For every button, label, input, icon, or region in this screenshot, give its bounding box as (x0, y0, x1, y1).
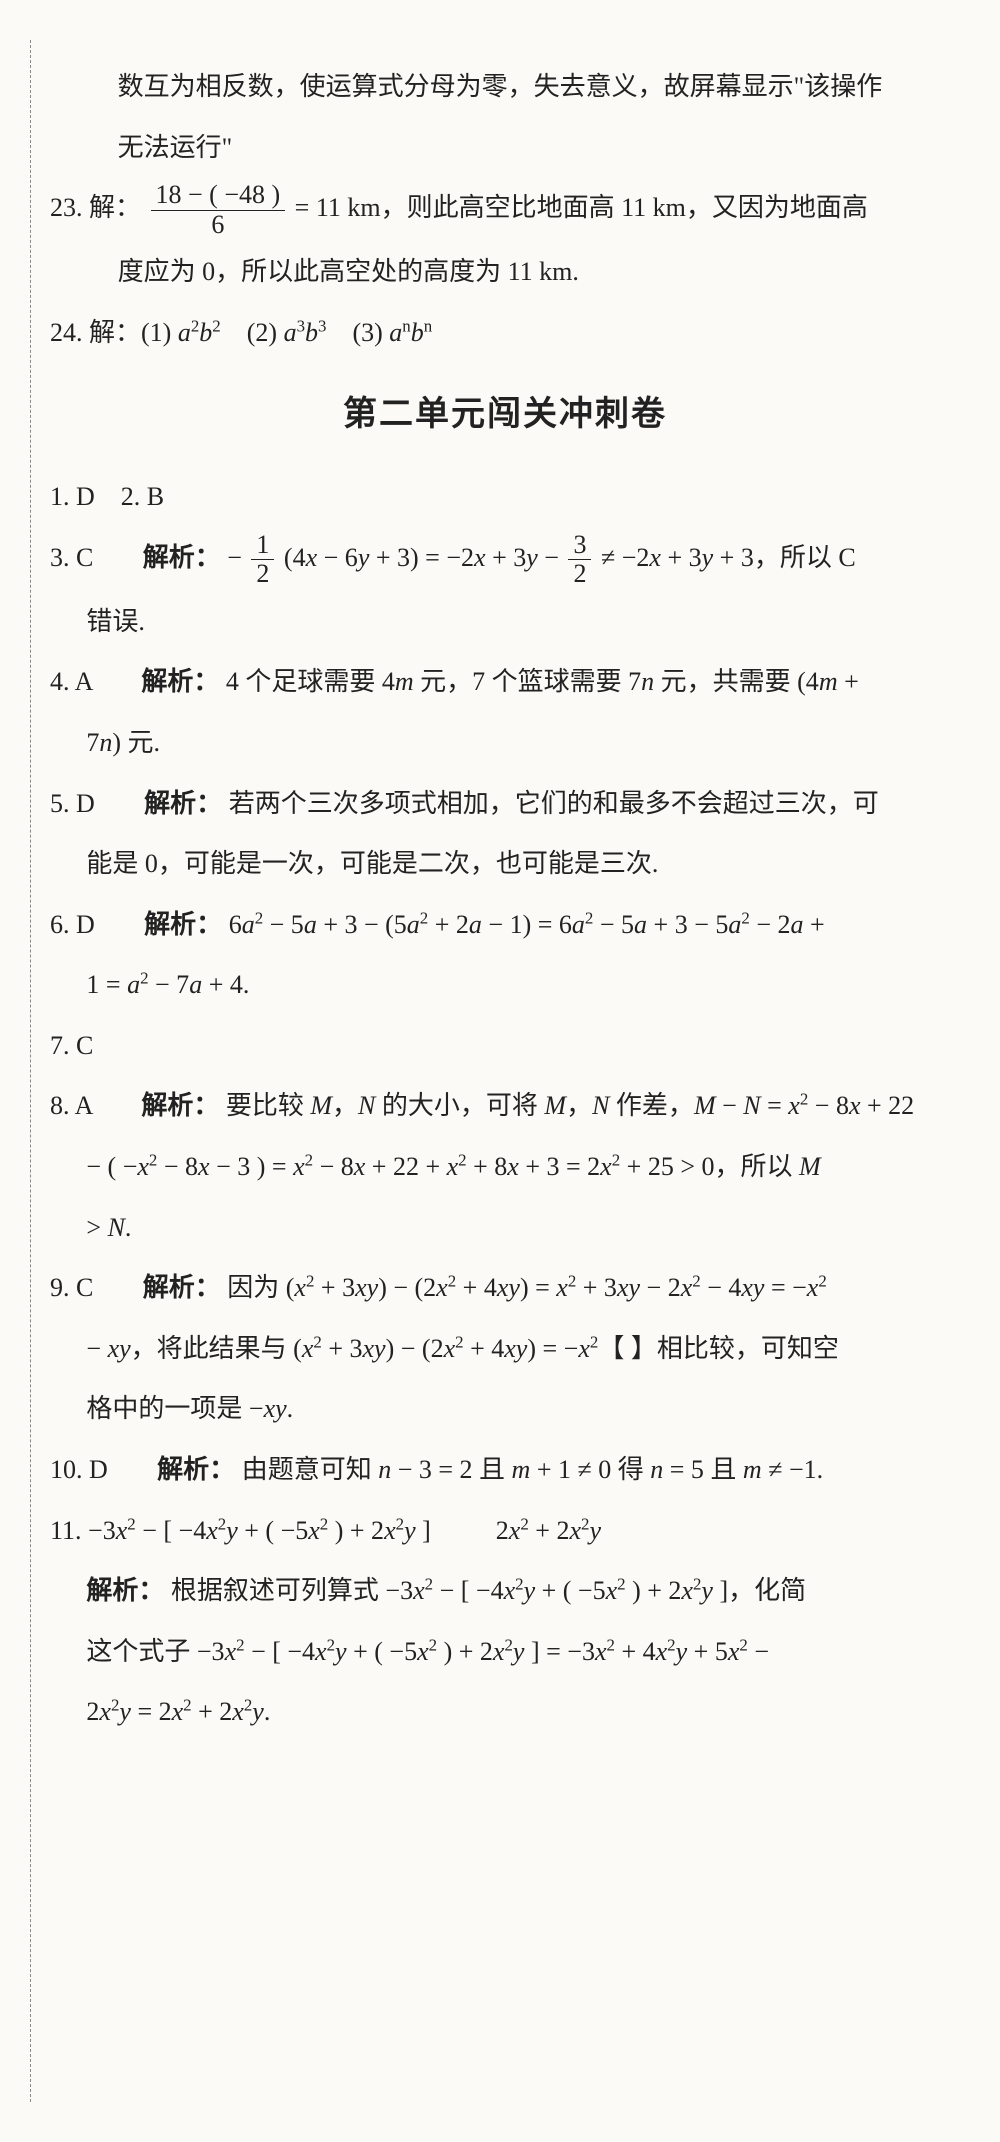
q10-num: 10. D (50, 1455, 108, 1484)
q8-line-2: − ( −x2 − 8x − 3 ) = x2 − 8x + 22 + x2 +… (50, 1140, 960, 1195)
q23-line-1: 23. 解： 18 − ( −48 ) 6 = 11 km，则此高空比地面高 1… (50, 181, 960, 239)
frac-bot: 2 (568, 560, 591, 589)
q5-line-1: 5. D 解析： 若两个三次多项式相加，它们的和最多不会超过三次，可 (50, 777, 960, 832)
q11-l1b: 2x2 + 2x2y (496, 1516, 601, 1545)
frac-top: 18 − ( −48 ) (151, 181, 286, 211)
q3-frac1: 1 2 (251, 531, 274, 589)
q5-l1: 若两个三次多项式相加，它们的和最多不会超过三次，可 (229, 789, 879, 818)
q8-jiexi-label: 解析： (141, 1091, 219, 1120)
frac-bot: 6 (151, 211, 286, 240)
q6-num: 6. D (50, 910, 95, 939)
q4-line-2: 7n) 元. (50, 716, 960, 771)
q3-frac2: 3 2 (568, 531, 591, 589)
q10-jiexi-label: 解析： (157, 1455, 235, 1484)
document-page: 数互为相反数，使运算式分母为零，失去意义，故屏幕显示"该操作 无法运行" 23.… (0, 0, 1000, 2142)
q11-num: 11. (50, 1516, 82, 1545)
q3-jiexi-label: 解析： (143, 543, 221, 572)
q3-l1b: (4x − 6y + 3) = −2x + 3y − (284, 543, 566, 572)
q11-line-4: 2x2y = 2x2 + 2x2y. (50, 1685, 960, 1740)
q5-num: 5. D (50, 789, 95, 818)
q8-line-1: 8. A 解析： 要比较 M，N 的大小，可将 M，N 作差，M − N = x… (50, 1079, 960, 1134)
pre-line-1: 数互为相反数，使运算式分母为零，失去意义，故屏幕显示"该操作 (50, 60, 960, 115)
q9-l1: 因为 (x2 + 3xy) − (2x2 + 4xy) = x2 + 3xy −… (227, 1273, 827, 1302)
q3-l1c: ≠ −2x + 3y + 3，所以 C (601, 543, 856, 572)
q11-l2: 根据叙述可列算式 −3x2 − [ −4x2y + ( −5x2 ) + 2x2… (171, 1576, 806, 1605)
q23-number: 23. (50, 193, 83, 222)
section-title: 第二单元闯关冲刺卷 (50, 379, 960, 450)
q6-line-1: 6. D 解析： 6a2 − 5a + 3 − (5a2 + 2a − 1) =… (50, 898, 960, 953)
q7: 7. C (50, 1019, 960, 1074)
q23-line-2: 度应为 0，所以此高空处的高度为 11 km. (50, 245, 960, 300)
q4-l1: 4 个足球需要 4m 元，7 个篮球需要 7n 元，共需要 (4m + (226, 667, 859, 696)
q3-num: 3. C (50, 543, 93, 572)
q10-l1: 由题意可知 n − 3 = 2 且 m + 1 ≠ 0 得 n = 5 且 m … (242, 1455, 823, 1484)
q11-line-2: 解析： 根据叙述可列算式 −3x2 − [ −4x2y + ( −5x2 ) +… (50, 1564, 960, 1619)
q4-jiexi-label: 解析： (141, 667, 219, 696)
q24-text: 解：(1) a2b2 (2) a3b3 (3) anbn (89, 318, 432, 347)
left-margin-rule (30, 40, 31, 2102)
pre-line-2: 无法运行" (50, 121, 960, 176)
q23-jie: 解： (89, 193, 141, 222)
q9-jiexi-label: 解析： (143, 1273, 221, 1302)
q3-l1a: − (227, 543, 248, 572)
q11-line-3: 这个式子 −3x2 − [ −4x2y + ( −5x2 ) + 2x2y ] … (50, 1625, 960, 1680)
q3-line-1: 3. C 解析： − 1 2 (4x − 6y + 3) = −2x + 3y … (50, 531, 960, 589)
q6-line-2: 1 = a2 − 7a + 4. (50, 958, 960, 1013)
q9-line-2: − xy，将此结果与 (x2 + 3xy) − (2x2 + 4xy) = −x… (50, 1322, 960, 1377)
q9-line-1: 9. C 解析： 因为 (x2 + 3xy) − (2x2 + 4xy) = x… (50, 1261, 960, 1316)
q10-line-1: 10. D 解析： 由题意可知 n − 3 = 2 且 m + 1 ≠ 0 得 … (50, 1443, 960, 1498)
q9-line-3: 格中的一项是 −xy. (50, 1382, 960, 1437)
q8-line-3: > N. (50, 1201, 960, 1256)
q5-jiexi-label: 解析： (144, 789, 222, 818)
q11-l1a: −3x2 − [ −4x2y + ( −5x2 ) + 2x2y ] (88, 1516, 431, 1545)
q3-line-2: 错误. (50, 595, 960, 650)
q6-l1: 6a2 − 5a + 3 − (5a2 + 2a − 1) = 6a2 − 5a… (229, 910, 825, 939)
q1-q2: 1. D 2. B (50, 470, 960, 525)
q11-jiexi-label: 解析： (86, 1576, 164, 1605)
frac-bot: 2 (251, 560, 274, 589)
q23-rest1: = 11 km，则此高空比地面高 11 km，又因为地面高 (295, 193, 868, 222)
q11-line-1: 11. −3x2 − [ −4x2y + ( −5x2 ) + 2x2y ] 2… (50, 1504, 960, 1559)
q23-fraction: 18 − ( −48 ) 6 (151, 181, 286, 239)
q6-jiexi-label: 解析： (144, 910, 222, 939)
q4-line-1: 4. A 解析： 4 个足球需要 4m 元，7 个篮球需要 7n 元，共需要 (… (50, 655, 960, 710)
frac-top: 3 (568, 531, 591, 561)
q24-line: 24. 解：(1) a2b2 (2) a3b3 (3) anbn (50, 306, 960, 361)
q24-number: 24. (50, 318, 83, 347)
frac-top: 1 (251, 531, 274, 561)
q8-l1: 要比较 M，N 的大小，可将 M，N 作差，M − N = x2 − 8x + … (226, 1091, 914, 1120)
q8-num: 8. A (50, 1091, 92, 1120)
q4-num: 4. A (50, 667, 92, 696)
q9-num: 9. C (50, 1273, 93, 1302)
q5-line-2: 能是 0，可能是一次，可能是二次，也可能是三次. (50, 837, 960, 892)
